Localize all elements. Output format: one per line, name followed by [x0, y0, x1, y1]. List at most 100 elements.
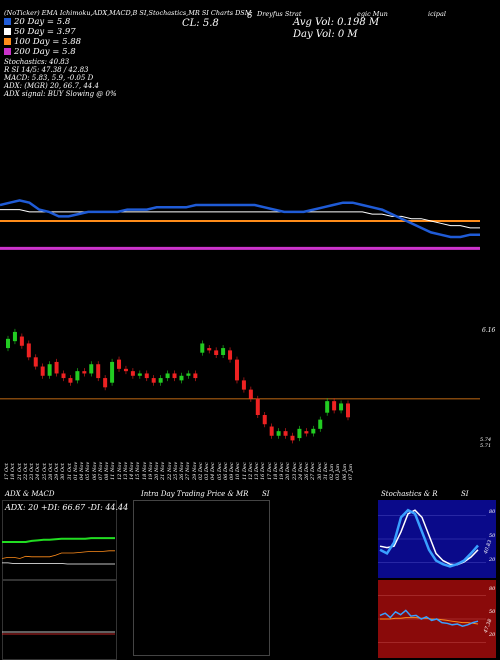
- candle-body: [193, 373, 198, 379]
- date-tick-label: 22 Nov: [166, 461, 173, 480]
- ema50-line: [0, 209, 480, 229]
- candlestick-chart: [0, 328, 480, 444]
- day-volume: Day Vol: 0 M: [293, 29, 358, 40]
- ema-chart: [0, 199, 480, 250]
- candle-body: [137, 373, 142, 376]
- date-tick-label: 05 Nov: [85, 461, 92, 480]
- candle-body: [75, 371, 80, 381]
- intraday-panel: [133, 500, 270, 656]
- date-tick-label: 11 Nov: [110, 461, 117, 480]
- macd-readout: MACD: 5.83, 5.9, -0.05 D: [4, 74, 94, 82]
- date-tick-label: 02 Dec: [197, 462, 204, 480]
- date-tick-label: 06 Jan: [341, 463, 348, 480]
- candle-body: [158, 378, 163, 383]
- candle-body: [214, 350, 219, 355]
- stoch-panel-title-2: SI: [461, 490, 469, 498]
- date-tick-label: 16 Dec: [260, 462, 267, 480]
- candle-body: [33, 357, 38, 367]
- stoch-tick-50: 50: [489, 533, 496, 539]
- candle-body: [297, 428, 302, 439]
- legend-ema200: 200 Day = 5.8: [4, 47, 76, 57]
- date-tick-label: 07 Jan: [348, 463, 354, 480]
- adx-panel-title: ADX & MACD: [5, 490, 55, 498]
- candle-body: [110, 361, 115, 383]
- date-tick-label: 03 Jan: [335, 463, 342, 480]
- close-label: CL: 5.8: [182, 18, 219, 29]
- candle-body: [346, 403, 350, 418]
- candle-body: [228, 350, 233, 360]
- candle-body: [276, 431, 281, 436]
- stoch-chart: [378, 508, 486, 568]
- candle-body: [12, 331, 17, 342]
- date-tick-label: 30 Dec: [316, 462, 323, 480]
- chart-top-title: (NoTicker) EMA Ichimoku,ADX,MACD,B SI,St…: [4, 9, 252, 17]
- macd-chart: [2, 631, 115, 635]
- rsi-tick-50: 50: [489, 609, 496, 615]
- avg-volume: Avg Vol: 0.198 M: [293, 17, 380, 28]
- date-tick-label: 25 Nov: [172, 461, 179, 480]
- adx-values: ADX: 20 +DI: 66.67 -DI: 44.44: [5, 503, 129, 512]
- date-tick-label: 30 Oct: [60, 463, 67, 480]
- ema50-swatch: [4, 28, 11, 35]
- candle-body: [186, 373, 191, 376]
- date-tick-label: 11 Dec: [241, 462, 248, 480]
- candle-body: [262, 415, 267, 425]
- intraday-panel-title: Intra Day Trading Price & MR: [141, 490, 249, 498]
- candle-body: [61, 373, 66, 379]
- adx-panel: [2, 500, 117, 580]
- date-tick-label: 07 Nov: [97, 461, 104, 480]
- rsi-tick-80: 80: [489, 586, 496, 592]
- date-tick-label: 04 Dec: [210, 462, 217, 480]
- legend-ema20-label: 20 Day = 5.8: [14, 17, 71, 27]
- date-tick-label: 20 Dec: [285, 462, 292, 480]
- minus-di-line: [2, 550, 115, 559]
- stoch-k-line: [379, 508, 479, 568]
- stoch-tick-80: 80: [489, 509, 496, 515]
- legend-ema20: 20 Day = 5.8: [4, 17, 70, 27]
- candle-body: [68, 378, 73, 383]
- date-tick-label: 28 Oct: [47, 463, 54, 480]
- candle-body: [165, 373, 170, 379]
- date-tick-label: 18 Oct: [10, 463, 17, 480]
- rsi-readout: R SI 14/5: 47.38 / 42.83: [4, 66, 89, 74]
- candle-body: [26, 343, 31, 358]
- candle-body: [248, 389, 253, 399]
- stochastics-readout: Stochastics: 40.83: [4, 58, 70, 66]
- candle-body: [200, 343, 205, 353]
- date-tick-label: 15 Nov: [135, 461, 142, 480]
- adx-readout: ADX: (MGR) 20, 66.7, 44.4: [4, 82, 99, 90]
- company-name-3: icipal: [428, 10, 446, 18]
- candle-body: [304, 431, 309, 434]
- candle-body: [207, 348, 212, 351]
- candle-body: [123, 368, 128, 372]
- candle-body: [325, 401, 330, 413]
- date-tick-label: 06 Nov: [91, 461, 98, 480]
- candle-body: [40, 366, 45, 376]
- price-label-top: 6.16: [482, 327, 496, 334]
- ema200-swatch: [4, 48, 11, 55]
- candle-body: [151, 378, 156, 383]
- candle-body: [311, 428, 316, 434]
- company-name-2: egic Mun: [357, 10, 388, 18]
- ema100-swatch: [4, 38, 11, 45]
- date-tick-label: 22 Oct: [22, 463, 29, 480]
- adx-chart: [2, 537, 115, 565]
- candle-body: [89, 364, 94, 374]
- date-tick-label: 10 Dec: [235, 462, 242, 480]
- candle-body: [269, 426, 274, 436]
- candle-body: [332, 401, 337, 411]
- candle-body: [179, 375, 184, 381]
- candle-body: [19, 336, 24, 346]
- candle-body: [103, 378, 108, 388]
- macd-panel: [2, 580, 117, 660]
- price-label-bottom2: 5.71: [480, 443, 492, 449]
- candle-body: [172, 373, 177, 379]
- candle-body: [96, 364, 101, 379]
- candle-body: [290, 435, 295, 441]
- legend-ema100-label: 100 Day = 5.88: [14, 37, 82, 47]
- date-tick-label: 29 Nov: [191, 461, 198, 480]
- rsi-chart: [378, 595, 486, 643]
- candle-body: [117, 359, 122, 369]
- stoch-panel-title: Stochastics & R: [381, 490, 438, 498]
- company-name: Dreyfus Strat: [257, 10, 302, 18]
